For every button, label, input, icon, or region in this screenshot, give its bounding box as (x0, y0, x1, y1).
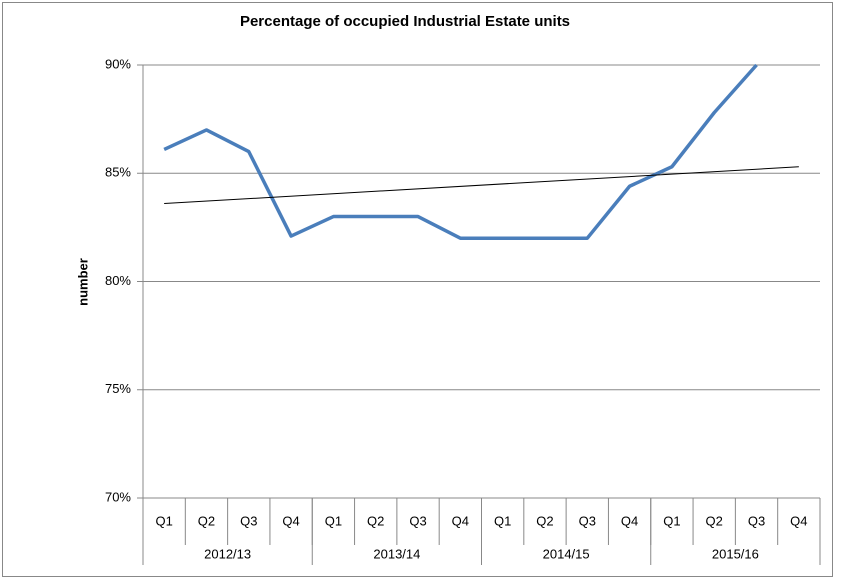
x-tick-label: Q4 (282, 513, 299, 528)
y-axis-label: number (75, 258, 90, 306)
y-tick-label: 90% (105, 56, 131, 71)
x-tick-label: Q1 (663, 513, 680, 528)
y-tick-label: 75% (105, 381, 131, 396)
x-tick-label: Q2 (367, 513, 384, 528)
group-label: 2012/13 (204, 546, 251, 561)
x-tick-label: Q4 (790, 513, 807, 528)
group-label: 2015/16 (712, 546, 759, 561)
y-tick-label: 70% (105, 489, 131, 504)
trendline (164, 166, 799, 205)
group-label: 2014/15 (543, 546, 590, 561)
chart-title: Percentage of occupied Industrial Estate… (240, 13, 570, 30)
x-tick-label: Q4 (621, 513, 638, 528)
group-label: 2013/14 (373, 546, 420, 561)
x-tick-label: Q1 (325, 513, 342, 528)
x-tick-label: Q3 (240, 513, 257, 528)
x-tick-label: Q3 (409, 513, 426, 528)
x-tick-label: Q2 (706, 513, 723, 528)
x-tick-label: Q1 (494, 513, 511, 528)
y-tick-label: 80% (105, 273, 131, 288)
x-tick-label: Q3 (748, 513, 765, 528)
x-tick-label: Q3 (579, 513, 596, 528)
x-tick-label: Q1 (155, 513, 172, 528)
y-tick-label: 85% (105, 165, 131, 180)
x-tick-label: Q2 (536, 513, 553, 528)
x-tick-label: Q2 (198, 513, 215, 528)
data-line (163, 63, 758, 240)
x-tick-label: Q4 (452, 513, 469, 528)
